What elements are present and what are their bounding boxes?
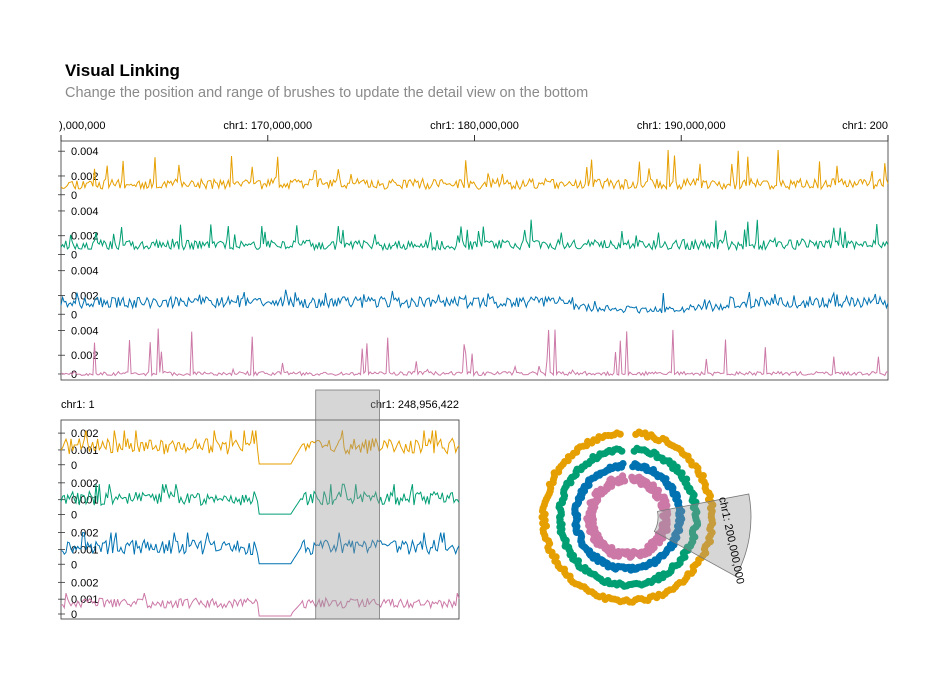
detail-series-line (60, 532, 460, 565)
circular-brush[interactable] (653, 493, 752, 577)
overview-frame (60, 140, 889, 381)
detail-series-line (60, 430, 460, 465)
page-subtitle: Change the position and range of brushes… (65, 85, 589, 101)
overview-view: ),000,000 chr1: 170,000,000 chr1: 180,000,… (58, 120, 889, 381)
circular-track (583, 472, 672, 561)
detail-y-tick-label: 0 (71, 460, 77, 472)
overview-series-line (60, 219, 889, 252)
overview-y-tick-label: 0.004 (71, 146, 99, 158)
overview-y-tick-label: 0 (71, 369, 77, 381)
overview-x-tick-label: chr1: 200 (842, 120, 888, 132)
overview-y-tick-label: 0.002 (71, 231, 99, 243)
overview-y-tick-label: 0.002 (71, 171, 99, 183)
overview-x-tick-label: chr1: 180,000,000 (430, 120, 519, 132)
circular-point (616, 430, 624, 438)
circular-point (619, 460, 627, 468)
detail-y-tick-label: 0.002 (71, 478, 99, 490)
overview-series-line (60, 289, 889, 314)
circular-point (618, 447, 626, 455)
detail-y-tick-label: 0.001 (71, 594, 99, 606)
detail-frame (60, 419, 460, 620)
overview-y-tick-label: 0 (71, 250, 77, 262)
detail-series-line (60, 592, 460, 617)
overview-series-line (60, 149, 889, 191)
overview-y-tick-label: 0.002 (71, 290, 99, 302)
overview-y-tick-label: 0.004 (71, 206, 99, 218)
overview-x-tick-label: ),000,000 (59, 120, 105, 132)
overview-x-tick-label: chr1: 170,000,000 (223, 120, 312, 132)
overview-y-tick-label: 0.004 (71, 325, 99, 337)
detail-y-tick-label: 0.002 (71, 577, 99, 589)
circular-track (571, 460, 686, 574)
detail-series-line (60, 483, 460, 515)
detail-brush[interactable] (315, 389, 380, 620)
circular-view: chr1: 200,000,000 (538, 428, 752, 606)
page-title: Visual Linking (65, 61, 180, 80)
detail-x-label-end: chr1: 248,956,422 (370, 399, 459, 411)
detail-y-tick-label: 0 (71, 559, 77, 571)
overview-x-tick-label: chr1: 190,000,000 (637, 120, 726, 132)
overview-series-line (60, 328, 889, 378)
circular-track (555, 444, 702, 590)
detail-y-tick-label: 0 (71, 609, 77, 621)
circular-point (621, 477, 629, 485)
detail-y-tick-label: 0.002 (71, 428, 99, 440)
circular-track (538, 428, 717, 606)
detail-y-tick-label: 0 (71, 510, 77, 522)
overview-y-tick-label: 0.004 (71, 266, 99, 278)
overview-y-tick-label: 0.002 (71, 350, 99, 362)
detail-view: chr1: 1 chr1: 248,956,422 0.002 0.001 0 0.002… (58, 389, 460, 621)
detail-y-tick-label: 0.001 (71, 445, 99, 457)
overview-y-tick-label: 0 (71, 309, 77, 321)
detail-x-label-start: chr1: 1 (61, 399, 95, 411)
overview-y-tick-label: 0 (71, 190, 77, 202)
